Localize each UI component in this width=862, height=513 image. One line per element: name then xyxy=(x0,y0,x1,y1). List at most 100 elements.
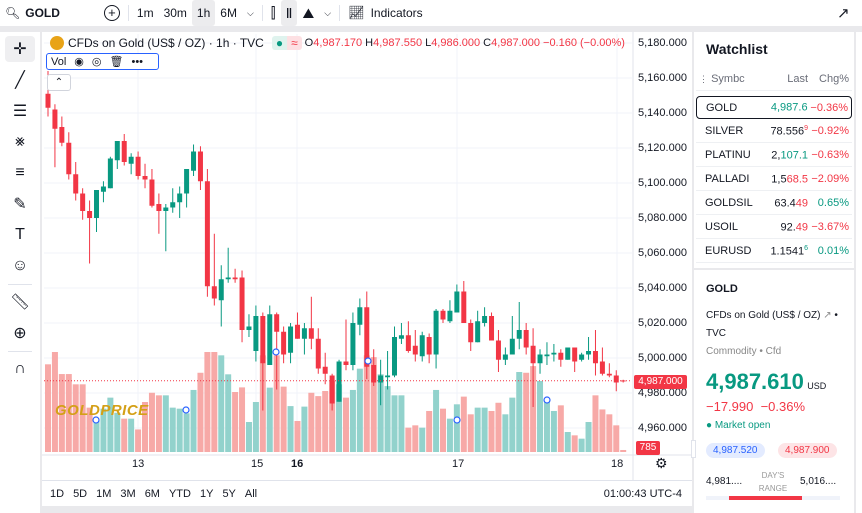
range-5d[interactable]: 5D xyxy=(73,487,88,500)
market-status-icon[interactable]: ● xyxy=(271,36,288,50)
candle-body xyxy=(204,181,210,287)
drag-handle-icon-header[interactable]: ⋮ Symbc xyxy=(699,73,745,85)
watchlist-title[interactable]: Watchlist xyxy=(706,41,768,57)
event-marker-icon[interactable] xyxy=(453,416,461,424)
watchlist-row-gold[interactable]: GOLD 4,987.6 −0.36% xyxy=(696,96,852,119)
compare-button[interactable]: + xyxy=(99,0,125,26)
range-1y[interactable]: 1Y xyxy=(199,487,214,500)
candle-body xyxy=(308,328,314,339)
detail-exchange: TVC xyxy=(706,328,726,339)
magnet-icon[interactable]: ∩ xyxy=(14,360,26,377)
interval-6m[interactable]: 6M xyxy=(220,6,237,20)
settings-icon[interactable]: ◎ xyxy=(91,56,102,68)
candle-body xyxy=(121,141,127,162)
candle-body xyxy=(565,347,571,360)
watchlist-row-silver[interactable]: SILVER 78.5569 −0.92% xyxy=(696,120,852,143)
range-all[interactable]: All xyxy=(244,487,258,500)
event-marker-icon[interactable] xyxy=(92,416,100,424)
event-marker-icon[interactable] xyxy=(272,348,280,356)
volume-badge: 785 xyxy=(636,441,660,455)
watchlist-panel: Watchlist ⋮ Symbc Last Chg% GOLD 4,987.6… xyxy=(694,32,854,268)
interval-1m[interactable]: 1m xyxy=(136,6,154,20)
volume-bar xyxy=(550,410,557,452)
candle-body xyxy=(419,335,425,357)
range-6m[interactable]: 6M xyxy=(144,487,160,500)
ruler-icon[interactable]: 📏︎ xyxy=(9,294,31,311)
candle-body xyxy=(482,316,488,323)
event-marker-icon[interactable] xyxy=(182,406,190,414)
chevron-down-icon[interactable]: ⌵ xyxy=(246,7,254,18)
watchlist-row-eurusd[interactable]: EURUSD 1.15416 0.01% xyxy=(696,240,852,263)
watchlist-row-goldsil[interactable]: GOLDSIL 63.449 0.65% xyxy=(696,192,852,215)
horizontal-lines-icon[interactable]: ☰ xyxy=(12,103,28,120)
volume-bar xyxy=(502,414,509,452)
divider xyxy=(261,5,263,21)
event-marker-icon[interactable] xyxy=(364,357,372,365)
volume-bar xyxy=(557,405,564,452)
interval-1h[interactable]: 1h xyxy=(191,0,216,26)
candle-body xyxy=(412,345,418,355)
price-label: 5,020.000 xyxy=(638,317,687,329)
ohlc-low: L4,986.000 xyxy=(425,37,481,49)
open-external-icon[interactable]: ↗ xyxy=(823,310,832,321)
symbol-search[interactable]: 🔍︎ GOLD xyxy=(5,6,60,20)
chart-settings-gear-icon[interactable]: ⚙ xyxy=(655,455,668,471)
range-1d[interactable]: 1D xyxy=(50,487,65,500)
detail-name[interactable]: CFDs on Gold (US$ / OZ) xyxy=(706,310,821,321)
collapse-legend-button[interactable]: ⌃ xyxy=(47,74,71,91)
volume-bar xyxy=(377,374,384,452)
col-last[interactable]: Last xyxy=(787,73,808,85)
crosshair-icon[interactable]: ✛ xyxy=(5,36,35,62)
text-icon[interactable]: T xyxy=(15,226,25,243)
legend-title[interactable]: CFDs on Gold (US$ / OZ) · 1h · TVC xyxy=(68,36,264,50)
eye-icon[interactable]: ◉ xyxy=(74,56,84,68)
trend-line-icon[interactable]: ╱ xyxy=(15,72,25,89)
detail-price: 4,987.610 xyxy=(706,369,804,394)
trash-icon[interactable]: 🗑︎ xyxy=(109,56,124,68)
zoom-in-icon[interactable]: ⊕ xyxy=(13,325,27,342)
candle-body xyxy=(385,375,391,378)
candles-chart-type-icon[interactable]: Ⅱ xyxy=(280,0,298,26)
delayed-data-icon[interactable]: ≈ xyxy=(287,36,302,50)
emoji-icon[interactable]: ☺ xyxy=(11,257,29,274)
chevron-down-icon[interactable]: ⌵ xyxy=(324,7,332,18)
event-marker-icon[interactable] xyxy=(543,396,551,404)
fib-retracement-icon[interactable]: ≡ xyxy=(15,164,25,181)
range-5y[interactable]: 5Y xyxy=(222,487,236,500)
bar-chart-type-icon[interactable]: ⫿ xyxy=(270,4,276,22)
indicators-button[interactable]: 📈︎ Indicators xyxy=(348,5,423,20)
watchlist-row-palladi[interactable]: PALLADI 1,568.5 −2.09% xyxy=(696,168,852,191)
candle-body xyxy=(523,330,529,348)
more-icon[interactable]: ••• xyxy=(131,55,144,68)
row-last: 92.49 xyxy=(780,221,808,234)
panel-expand-handle[interactable] xyxy=(691,440,696,458)
open-external-icon[interactable]: ↗ xyxy=(837,5,850,22)
candle-body xyxy=(558,352,564,360)
candle-body xyxy=(128,156,134,164)
volume-bar xyxy=(86,407,93,452)
candle-body xyxy=(315,338,321,369)
interval-30m[interactable]: 30m xyxy=(163,6,187,20)
candle-body xyxy=(260,316,266,364)
volume-bar xyxy=(342,397,349,452)
volume-bar xyxy=(585,422,592,452)
volume-indicator-legend[interactable]: Vol ◉ ◎ 🗑︎ ••• xyxy=(46,53,159,70)
volume-bar xyxy=(135,429,142,452)
range-3m[interactable]: 3M xyxy=(120,487,136,500)
area-chart-type-icon[interactable]: ⛰︎ xyxy=(302,4,315,21)
volume-label: Vol xyxy=(51,55,67,68)
col-chg[interactable]: Chg% xyxy=(819,73,849,85)
volume-bar xyxy=(530,366,537,452)
candle-body xyxy=(156,204,162,211)
range-1m[interactable]: 1M xyxy=(96,487,112,500)
clock-timezone[interactable]: 01:00:43 UTC-4 xyxy=(603,487,682,500)
watchlist-row-platinu[interactable]: PLATINU 2,107.1 −0.63% xyxy=(696,144,852,167)
candle-body xyxy=(378,375,384,383)
range-ytd[interactable]: YTD xyxy=(168,487,191,500)
watchlist-row-usoil[interactable]: USOIL 92.49 −3.67% xyxy=(696,216,852,239)
brush-icon[interactable]: ✎ xyxy=(13,196,27,213)
volume-bar xyxy=(218,355,225,452)
pattern-icon[interactable]: ⨳ xyxy=(15,133,25,150)
candle-body xyxy=(586,351,592,355)
